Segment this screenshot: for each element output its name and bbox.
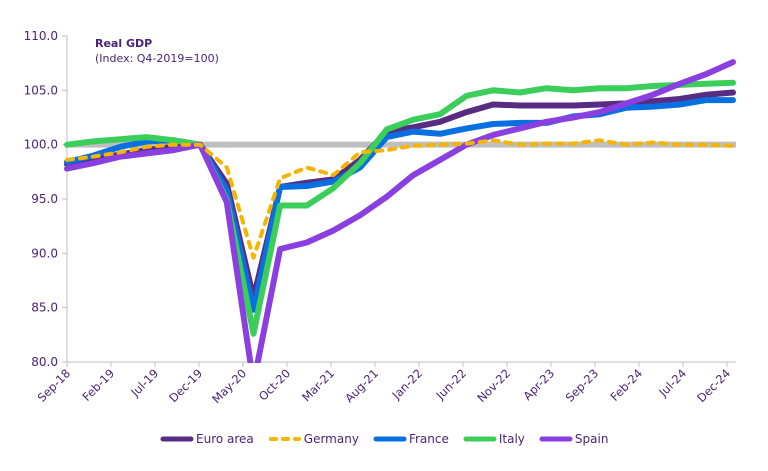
x-tick-label: Sep-23	[563, 366, 602, 405]
x-tick-label: Apr-23	[520, 366, 557, 403]
legend-swatch	[268, 437, 301, 441]
legend: Euro area Germany France Italy Spain	[160, 432, 608, 446]
legend-item-france: France	[373, 432, 449, 446]
legend-label: Germany	[303, 432, 359, 446]
series-line-germany	[65, 138, 735, 260]
legend-label: Italy	[498, 432, 525, 446]
series-line-spain	[64, 59, 736, 363]
legend-swatch	[373, 436, 407, 442]
x-tick-label: Dec-19	[166, 366, 205, 405]
chart-title-block: Real GDP (Index: Q4-2019=100)	[95, 36, 219, 66]
y-tick-label: 100.0	[24, 138, 58, 152]
legend-item-germany: Germany	[268, 432, 359, 446]
x-tick-label: Sep-18	[35, 366, 74, 405]
legend-swatch	[463, 436, 497, 442]
x-tick-label: Mar-21	[299, 366, 337, 404]
chart-subtitle: (Index: Q4-2019=100)	[95, 52, 219, 65]
x-tick-label: Aug-21	[342, 366, 381, 405]
y-ticks: 110.0 105.0 100.0 95.0 90.0 85.0 80.0	[24, 29, 67, 369]
y-tick-label: 90.0	[31, 246, 58, 260]
y-tick-label: 80.0	[31, 355, 58, 369]
x-tick-label: Feb-19	[80, 366, 118, 404]
x-tick-label: Nov-22	[474, 366, 513, 405]
y-tick-label: 95.0	[31, 192, 58, 206]
legend-swatch	[539, 436, 573, 442]
legend-item-spain: Spain	[539, 432, 609, 446]
series-line-france	[64, 97, 736, 313]
x-tick-label: Jul-24	[655, 366, 689, 400]
y-tick-label: 85.0	[31, 301, 58, 315]
x-tick-label: May-20	[209, 366, 249, 406]
chart-title: Real GDP	[95, 37, 153, 50]
legend-label: Euro area	[196, 432, 254, 446]
x-tick-label: Feb-24	[608, 366, 646, 404]
legend-label: France	[408, 432, 449, 446]
legend-item-euro-area: Euro area	[160, 432, 254, 446]
series-group	[64, 59, 736, 363]
x-tick-label: Jun-22	[433, 366, 470, 403]
series-line-italy	[64, 79, 736, 337]
x-ticks: Sep-18 Feb-19 Jul-19 Dec-19 May-20 Oct-20 Mar-…	[35, 362, 733, 406]
legend-swatch	[160, 436, 194, 442]
legend-label: Spain	[574, 432, 609, 446]
legend-item-italy: Italy	[463, 432, 525, 446]
y-tick-label: 105.0	[24, 83, 58, 97]
x-tick-label: Jul-19	[127, 366, 161, 400]
x-tick-label: Dec-24	[694, 366, 733, 405]
x-tick-label: Jan-22	[389, 366, 425, 402]
y-tick-label: 110.0	[24, 29, 58, 43]
x-tick-label: Oct-20	[256, 366, 293, 403]
